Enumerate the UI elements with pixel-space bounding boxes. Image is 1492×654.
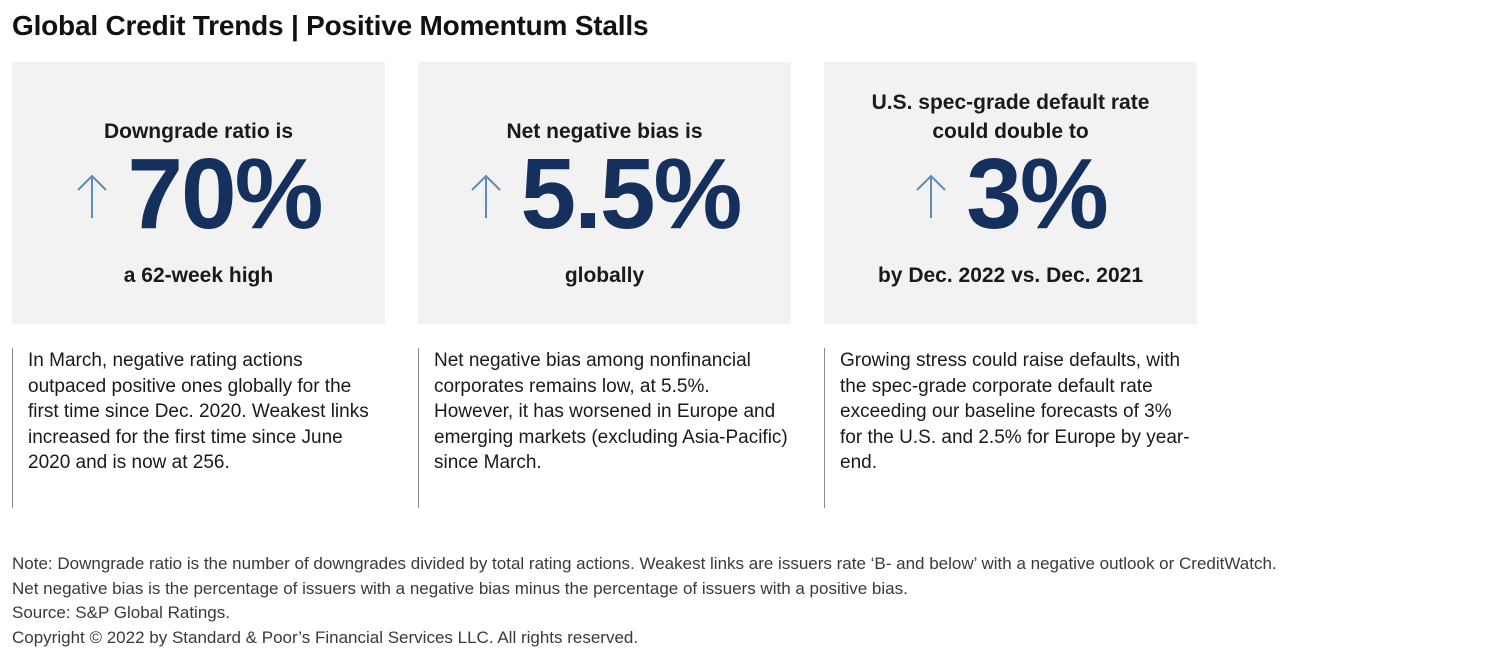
card-heading-text: Downgrade ratio is [103, 120, 294, 143]
stat-card-net-negative-bias: Net negative bias is 5.5% globally [418, 62, 791, 324]
page-title: Global Credit Trends | Positive Momentum… [12, 10, 649, 41]
card-value: 3% [966, 138, 1109, 250]
card-description: In March, negative rating actions outpac… [12, 348, 384, 508]
card-subtext: by Dec. 2022 vs. Dec. 2021 [877, 264, 1144, 287]
arrow-up-icon [916, 174, 946, 218]
footnotes: Note: Downgrade ratio is the number of d… [12, 552, 1277, 650]
note-net-negative-bias: Net negative bias is the percentage of i… [12, 578, 908, 598]
card-value-row: 70% [12, 144, 385, 244]
card-value-row: 3% [824, 144, 1197, 244]
card-value-row: 5.5% [418, 144, 791, 244]
card-description: Net negative bias among nonfinancial cor… [418, 348, 790, 508]
card-heading-text: Net negative bias is [506, 120, 703, 143]
card-heading: U.S. spec-grade default rate could doubl… [824, 74, 1197, 146]
stat-card-default-rate: U.S. spec-grade default rate could doubl… [824, 62, 1197, 324]
card-heading-text: U.S. spec-grade default rate could doubl… [871, 91, 1150, 143]
card-subtext: globally [564, 264, 645, 287]
card-value: 5.5% [520, 138, 743, 250]
card-value: 70% [127, 138, 323, 250]
card-subtext: a 62-week high [123, 264, 274, 287]
card-heading: Net negative bias is [418, 74, 791, 146]
note-source: Source: S&P Global Ratings. [12, 603, 230, 622]
card-heading: Downgrade ratio is [12, 74, 385, 146]
note-definitions: Note: Downgrade ratio is the number of d… [12, 554, 1277, 573]
note-copyright: Copyright © 2022 by Standard & Poor’s Fi… [12, 627, 639, 647]
card-description: Growing stress could raise defaults, wit… [824, 348, 1196, 508]
stat-card-downgrade-ratio: Downgrade ratio is 70% a 62-week high [12, 62, 385, 324]
arrow-up-icon [470, 174, 501, 218]
arrow-up-icon [77, 174, 108, 218]
